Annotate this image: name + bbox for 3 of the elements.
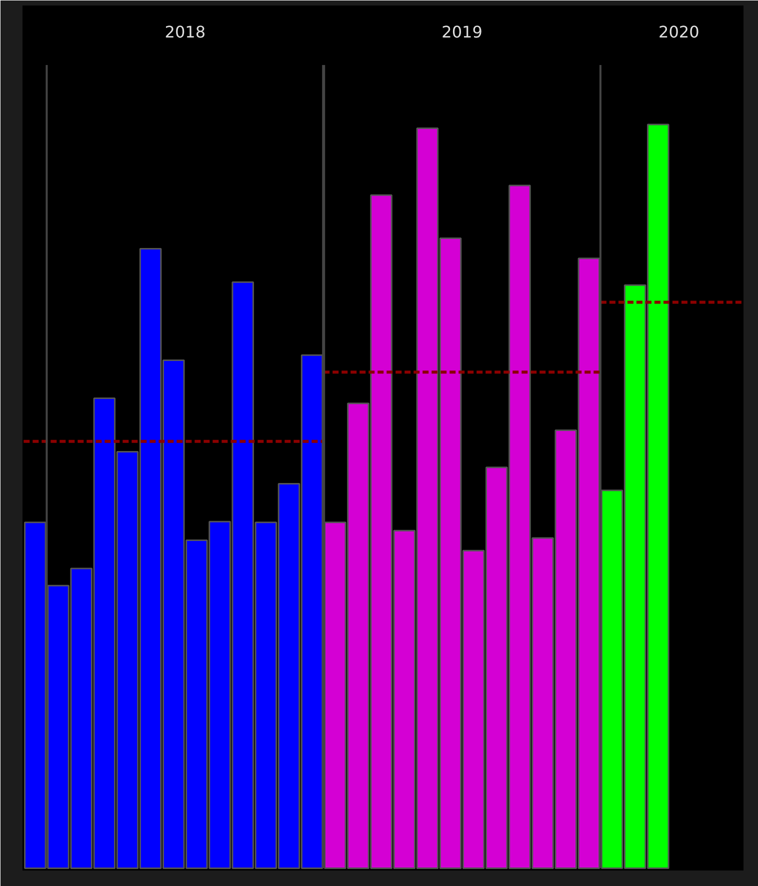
text: 2019 [442, 22, 482, 42]
text: 2018 [164, 22, 206, 42]
text: 2020 [658, 22, 700, 42]
